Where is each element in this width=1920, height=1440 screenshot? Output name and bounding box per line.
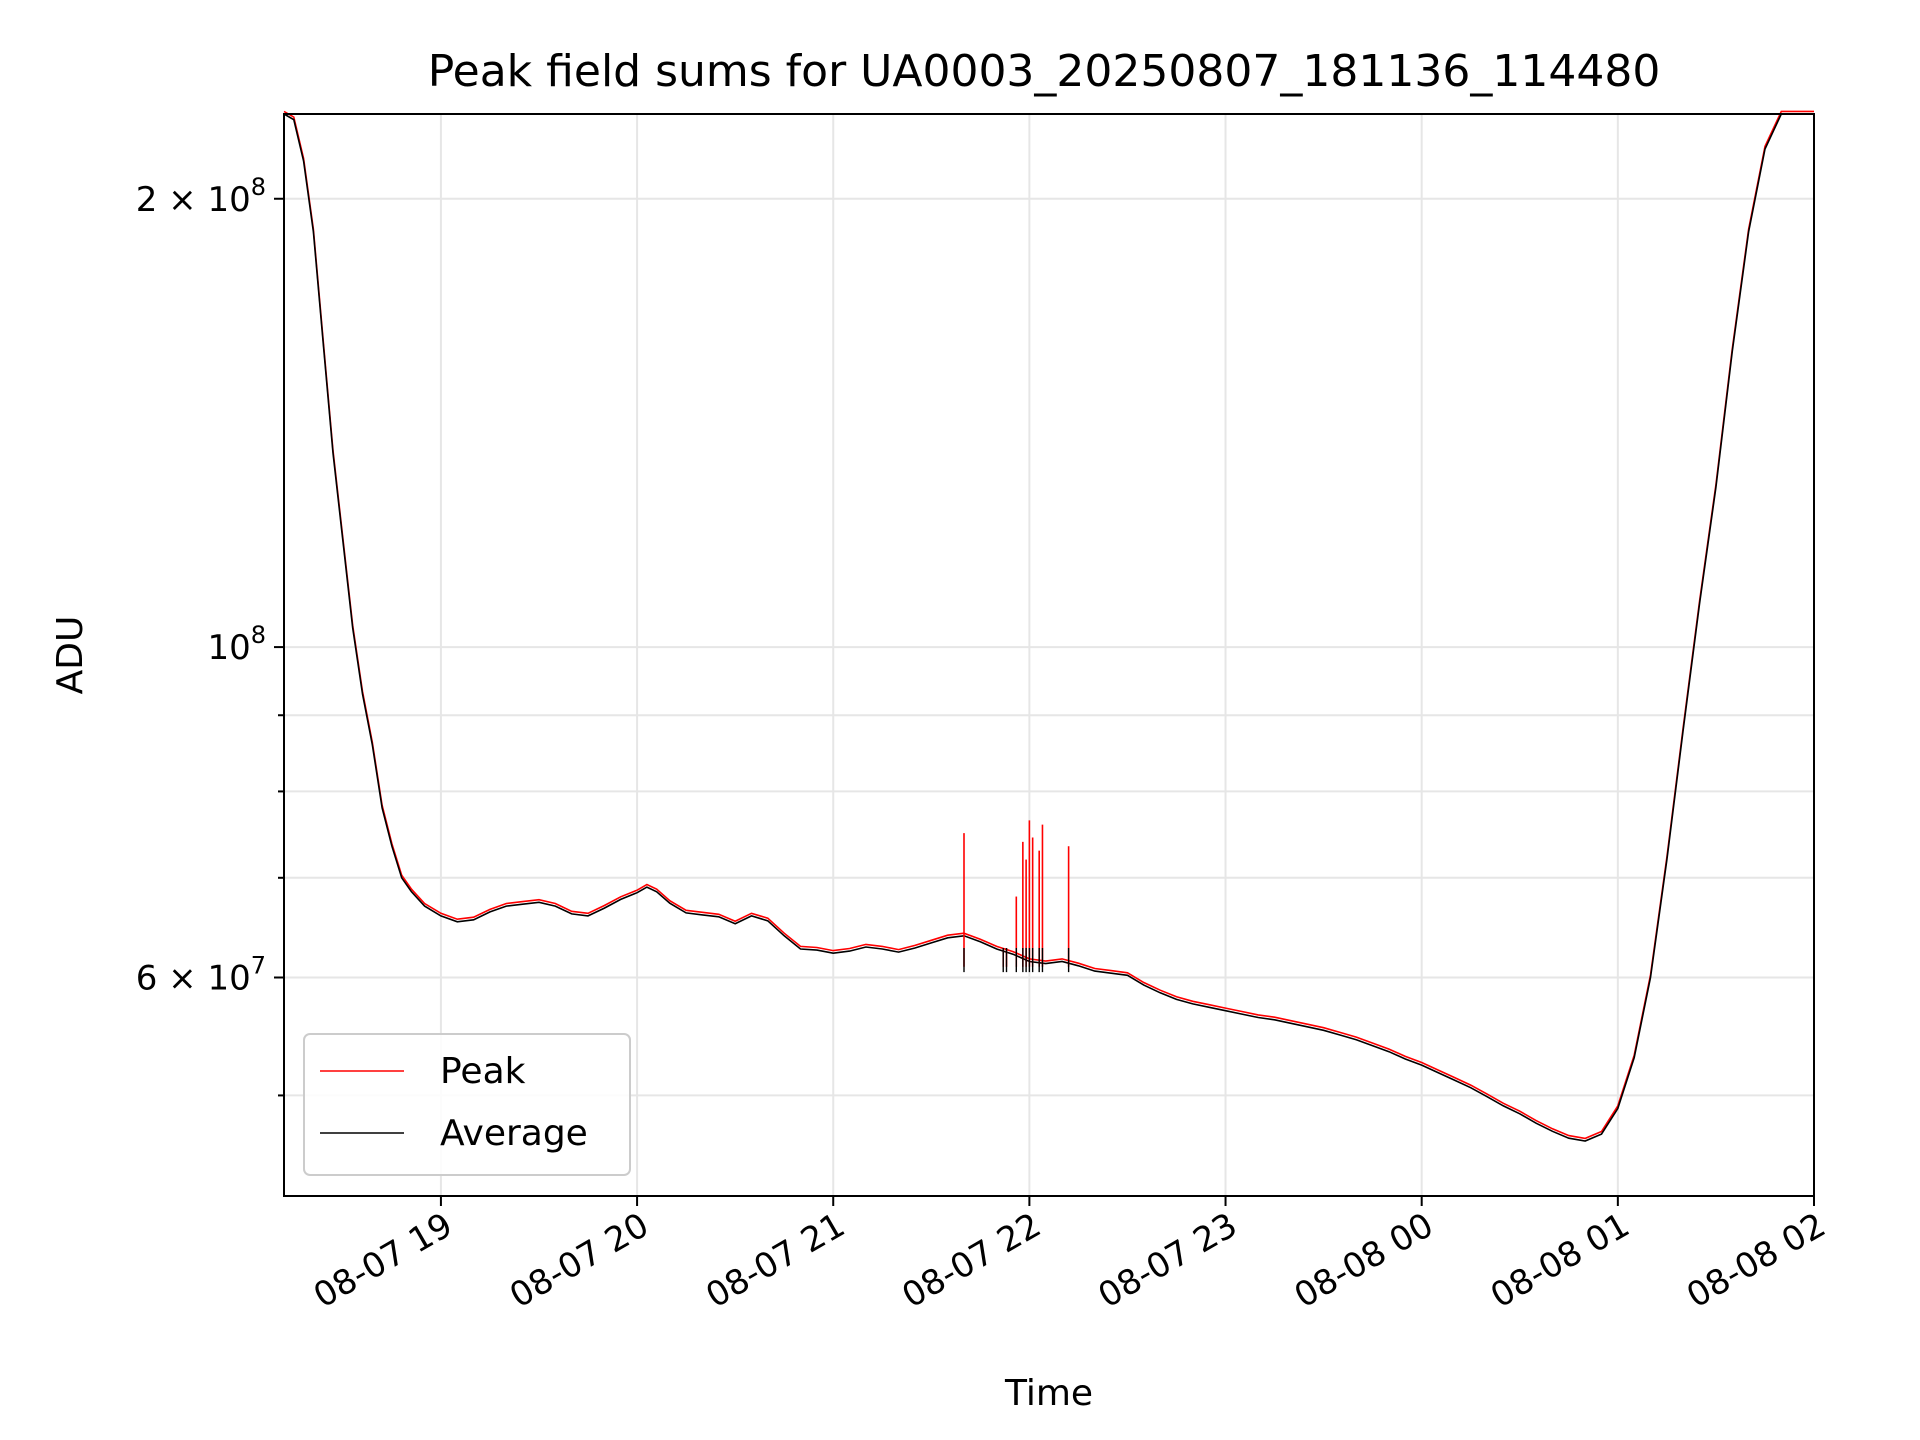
legend-label-peak: Peak: [440, 1051, 526, 1092]
series-line-peak: [283, 110, 1814, 1140]
y-tick-label: 6 × 107: [136, 952, 266, 999]
x-tick-label: 08-07 19: [307, 1205, 459, 1316]
y-tick-label: 108: [207, 621, 266, 668]
x-tick-label: 08-08 01: [1484, 1205, 1636, 1316]
grid: [284, 114, 1815, 1196]
x-tick-label: 08-07 22: [895, 1205, 1047, 1316]
plot-frame: [283, 113, 1815, 1197]
y-axis-label: ADU: [50, 616, 91, 695]
x-tick-label: 08-07 20: [503, 1205, 655, 1316]
x-tick-label: 08-08 02: [1680, 1205, 1832, 1316]
x-axis-label: Time: [1004, 1373, 1093, 1414]
legend-label-average: Average: [440, 1113, 588, 1154]
x-tick-label: 08-07 21: [699, 1205, 851, 1316]
legend: Peak Average: [303, 1033, 631, 1176]
x-axis: 08-07 19 08-07 20 08-07 21 08-07 22 08-07 23…: [307, 1196, 1833, 1316]
x-tick-label: 08-08 00: [1288, 1205, 1440, 1316]
y-axis: 6 × 107 108 2 × 108: [136, 173, 284, 1097]
x-tick-label: 08-07 23: [1092, 1205, 1244, 1316]
legend-box: [303, 1033, 631, 1176]
series-line-average: [283, 113, 1814, 1142]
series-layer: [283, 110, 1814, 1142]
y-tick-label: 2 × 108: [136, 173, 266, 220]
chart-title: Peak field sums for UA0003_20250807_1811…: [428, 46, 1661, 97]
